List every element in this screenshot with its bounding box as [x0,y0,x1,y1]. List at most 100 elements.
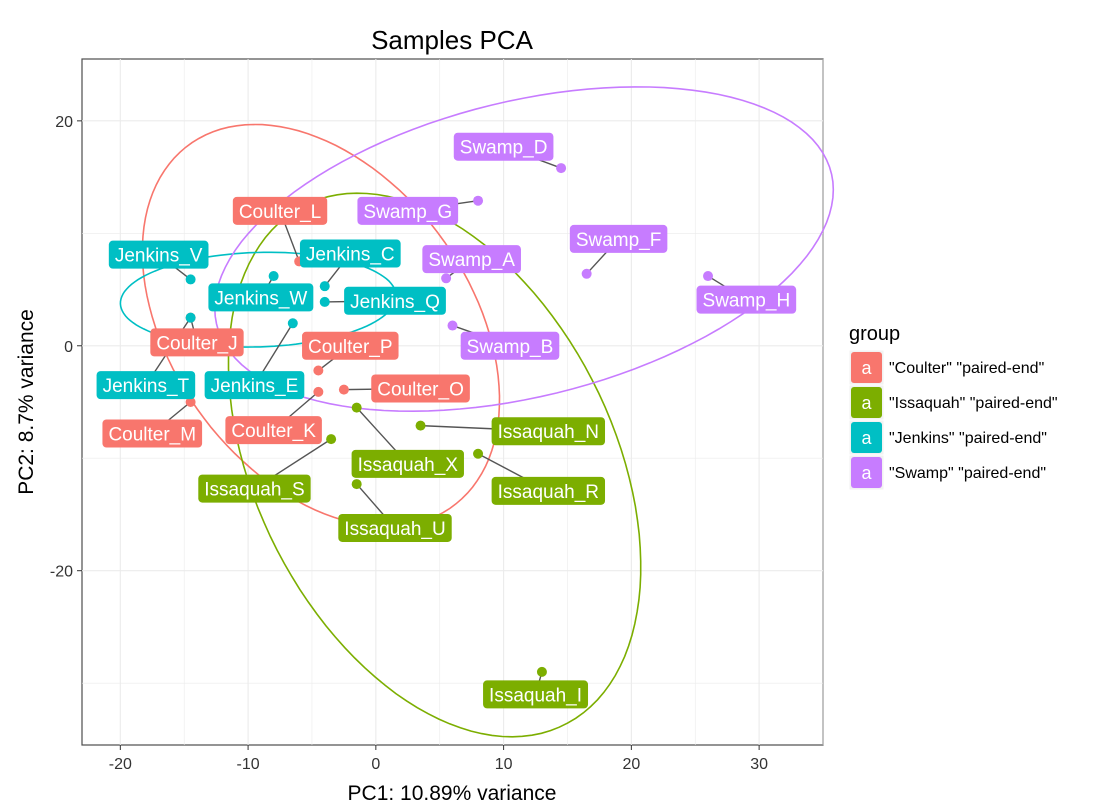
label-box [351,449,464,478]
legend-title: group [849,323,900,345]
legend-swatch [851,457,882,488]
legend-key-glyph: a [861,463,872,483]
point-label: Swamp_B [460,331,560,360]
label-box [483,680,589,709]
x-axis-title: PC1: 10.89% variance [348,782,557,805]
legend-swatch [851,387,882,418]
data-point [703,271,714,282]
data-point [319,281,330,292]
label-text: Coulter_J [156,333,237,354]
data-point [338,384,349,395]
point-label: Jenkins_T [96,371,196,400]
label-text: Swamp_G [363,202,452,223]
legend-label: "Issaquah" "paired-end" [889,395,1058,412]
point-label: Issaquah_U [338,513,452,542]
x-tick-label: -20 [109,756,132,773]
data-point [319,296,330,307]
point-label: Issaquah_N [491,417,606,446]
x-tick-label: 0 [371,756,380,773]
label-box [491,417,606,446]
label-text: Coulter_M [108,424,196,445]
legend-label: "Coulter" "paired-end" [889,360,1044,377]
label-text: Issaquah_U [344,519,445,540]
y-tick-label: 0 [64,339,73,356]
label-box [491,476,606,505]
point-labels: Coulter_L Coulter_J Coulter_P Coulter_O Coul… [96,132,797,709]
y-tick-label: 20 [55,114,73,131]
label-text: Jenkins_C [306,245,395,266]
point-label: Swamp_D [453,132,554,161]
point-label: Coulter_L [232,196,328,225]
data-points [185,163,714,677]
data-point [313,365,324,376]
point-label: Jenkins_V [108,240,209,269]
data-point [415,420,426,431]
label-text: Issaquah_N [498,422,599,443]
data-point [313,386,324,397]
legend-entry: a "Swamp" "paired-end" [848,454,1046,491]
label-box [371,374,470,403]
grid-lines [82,59,824,745]
data-point [185,312,196,323]
point-label: Coulter_O [371,374,470,403]
label-box [208,283,314,312]
data-point [556,163,567,174]
label-text: Jenkins_E [211,376,299,397]
label-box [569,224,668,253]
data-point [473,448,484,459]
legend-entry: a "Issaquah" "paired-end" [848,384,1058,421]
chart-title: Samples PCA [371,25,533,55]
legend-key-glyph: a [861,393,872,413]
label-box [344,286,446,315]
label-text: Swamp_D [460,138,548,159]
label-box [150,328,244,357]
y-axis-title: PC2: 8.7% variance [15,309,38,495]
label-box [460,331,560,360]
y-tick-label: -20 [50,564,73,581]
label-text: Issaquah_X [358,455,459,476]
label-box [338,513,452,542]
x-tick-label: -10 [237,756,260,773]
data-point [536,666,547,677]
x-tick-label: 10 [495,756,513,773]
label-box [357,196,459,225]
label-box [96,371,196,400]
x-axis: -20 -10 0 10 20 30 [109,745,768,773]
label-box [108,240,209,269]
label-text: Coulter_P [308,337,393,358]
label-box [204,371,305,400]
legend-swatch [851,422,882,453]
point-label: Issaquah_R [491,476,606,505]
x-tick-label: 30 [750,756,768,773]
label-text: Jenkins_W [214,288,307,309]
data-point [185,274,196,285]
point-label: Coulter_J [150,328,244,357]
y-axis: -20 0 20 [50,114,82,581]
point-label: Issaquah_X [351,449,464,478]
point-label: Swamp_F [569,224,668,253]
legend-key-glyph: a [861,358,872,378]
data-point [351,479,362,490]
point-label: Swamp_H [696,285,797,314]
legend-entry: a "Coulter" "paired-end" [848,349,1044,386]
point-label: Jenkins_E [204,371,305,400]
data-point [441,273,452,284]
label-text: Issaquah_S [204,480,304,501]
legend: group a "Coulter" "paired-end" a "Issaquah"… [848,323,1058,491]
label-box [102,419,203,448]
point-label: Coulter_K [225,416,322,445]
label-text: Jenkins_V [115,246,203,267]
point-label: Jenkins_Q [344,286,446,315]
point-label: Swamp_G [357,196,459,225]
x-tick-label: 20 [622,756,640,773]
label-text: Swamp_H [703,291,791,312]
point-label: Swamp_A [422,245,521,274]
label-text: Swamp_F [576,230,662,251]
legend-label: "Swamp" "paired-end" [889,465,1046,482]
point-label: Coulter_M [102,419,203,448]
label-box [232,196,328,225]
label-text: Coulter_O [377,380,464,401]
label-box [299,239,401,268]
label-box [198,474,311,503]
label-box [302,331,399,360]
